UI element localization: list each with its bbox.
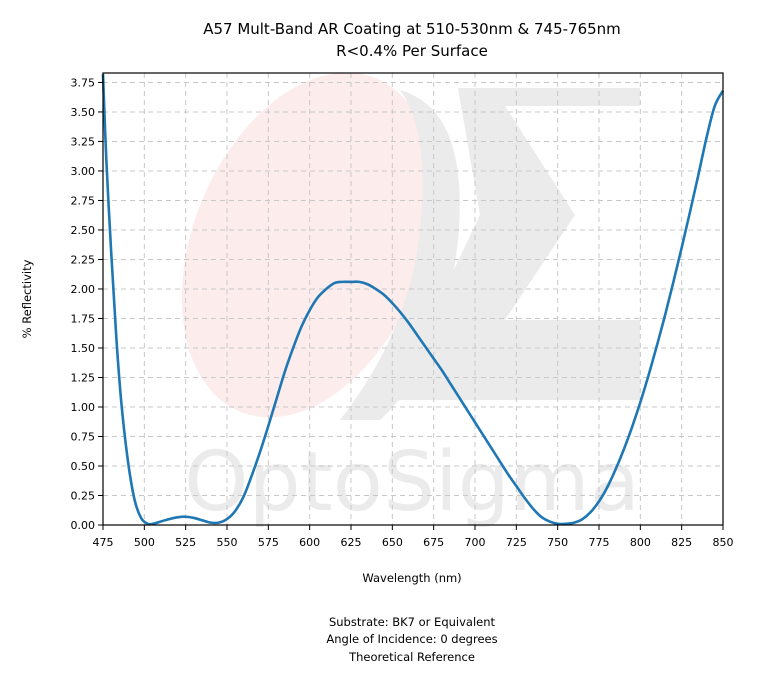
- y-tick-label: 1.25: [71, 371, 96, 384]
- y-tick-label: 0.50: [71, 460, 96, 473]
- y-tick-label: 1.50: [71, 342, 96, 355]
- reference-note: Theoretical Reference: [348, 650, 475, 664]
- angle-note: Angle of Incidence: 0 degrees: [326, 632, 497, 646]
- y-tick-label: 0.25: [71, 489, 96, 502]
- y-tick-label: 0.00: [71, 519, 96, 532]
- chart-title: A57 Mult-Band AR Coating at 510-530nm & …: [203, 20, 621, 38]
- x-tick-label: 725: [506, 536, 527, 549]
- y-tick-label: 2.25: [71, 253, 96, 266]
- x-tick-label: 625: [341, 536, 362, 549]
- x-tick-label: 550: [217, 536, 238, 549]
- watermark-ellipse: [181, 72, 435, 418]
- x-tick-label: 675: [423, 536, 444, 549]
- x-tick-label: 600: [299, 536, 320, 549]
- plot-frame: [102, 72, 724, 526]
- x-tick-label: 575: [258, 536, 279, 549]
- x-tick-label: 775: [589, 536, 610, 549]
- y-tick-label: 1.00: [71, 401, 96, 414]
- y-tick-label: 1.75: [71, 312, 96, 325]
- reflectivity-curve: [101, 74, 725, 526]
- y-tick-label: 3.25: [71, 135, 96, 148]
- y-tick-label: 0.75: [71, 430, 96, 443]
- y-axis-label: % Reflectivity: [20, 259, 34, 338]
- x-tick-label: 800: [630, 536, 651, 549]
- x-tick-label: 700: [465, 536, 486, 549]
- x-axis-label: Wavelength (nm): [362, 571, 461, 585]
- chart-subtitle: R<0.4% Per Surface: [336, 42, 488, 60]
- x-tick-label: 475: [93, 536, 114, 549]
- watermark-text: OptoSigma: [184, 435, 640, 530]
- y-tick-label: 2.75: [71, 194, 96, 207]
- y-tick-label: 2.50: [71, 224, 96, 237]
- x-tick-label: 850: [713, 536, 734, 549]
- x-tick-label: 525: [175, 536, 196, 549]
- x-tick-label: 500: [134, 536, 155, 549]
- y-tick-label: 3.00: [71, 165, 96, 178]
- x-tick-label: 750: [547, 536, 568, 549]
- x-tick-label: 825: [671, 536, 692, 549]
- y-axis: 0.00 0.25 0.50 0.75 1.00 1.25 1.50 1.75 2.00 2.25…: [71, 76, 103, 532]
- substrate-note: Substrate: BK7 or Equivalent: [329, 615, 496, 629]
- y-tick-label: 2.00: [71, 283, 96, 296]
- y-tick-label: 3.50: [71, 106, 96, 119]
- y-tick-label: 3.75: [71, 76, 96, 89]
- watermark-sigma-icon: [385, 88, 640, 400]
- x-tick-label: 650: [382, 536, 403, 549]
- watermark-omega-icon: [340, 90, 460, 420]
- x-axis: 475 500 525 550 575 600 625 650 675 700 725 750 775 8…: [93, 525, 734, 549]
- optosigma-watermark: OptoSigma: [181, 72, 640, 530]
